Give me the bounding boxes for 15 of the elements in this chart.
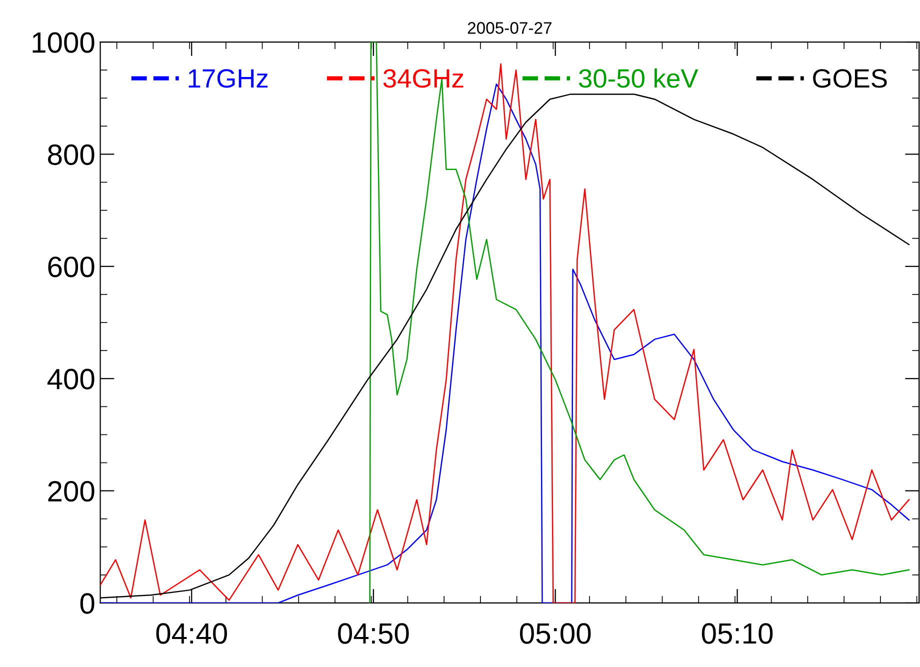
y-tick-label: 600 xyxy=(48,256,94,278)
y-tick-label: 800 xyxy=(48,144,94,166)
x-tick-label: 04:50 xyxy=(338,623,409,644)
y-tick-label: 400 xyxy=(47,368,94,390)
y-tick-label: 0 xyxy=(80,593,94,614)
legend-label: 30-50 keV xyxy=(578,68,698,88)
legend-label: GOES xyxy=(813,69,887,88)
legend-label: 34GHz xyxy=(383,69,464,88)
chart-title: 2005-07-27 xyxy=(468,22,552,34)
x-tick-label: 05:10 xyxy=(702,623,773,644)
legend-label: 17GHz xyxy=(188,69,268,88)
x-tick-label: 04:40 xyxy=(156,623,227,644)
y-tick-label: 1000 xyxy=(32,32,94,53)
x-tick-label: 05:00 xyxy=(520,623,591,644)
y-tick-label: 200 xyxy=(48,480,94,502)
